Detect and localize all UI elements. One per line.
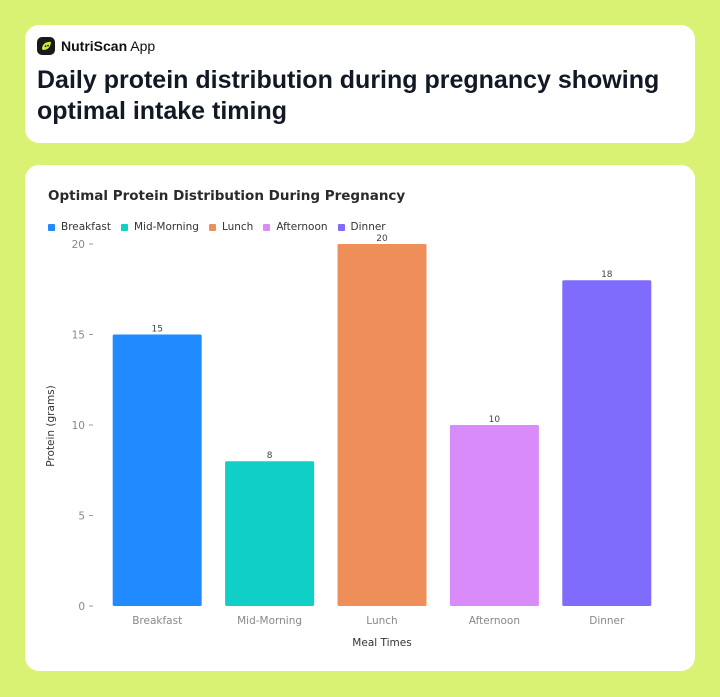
legend-item[interactable]: Mid-Morning (120, 221, 199, 233)
legend-swatch (208, 223, 216, 231)
legend-label: Mid-Morning (133, 221, 199, 233)
y-tick-label: 10 (72, 420, 85, 432)
x-tick-label: Lunch (366, 615, 397, 627)
legend-swatch (120, 223, 128, 231)
legend-swatch (263, 223, 271, 231)
page-title: Daily protein distribution during pregna… (37, 66, 660, 125)
data-label: 8 (267, 451, 273, 461)
brand-name-suffix: App (127, 38, 156, 54)
brand-name: NutriScan App (61, 38, 155, 54)
legend-item[interactable]: Afternoon (263, 221, 328, 233)
leaf-face-icon (37, 37, 55, 55)
legend-label: Lunch (221, 221, 254, 233)
header-card: NutriScan App Daily protein distribution… (25, 25, 695, 143)
y-tick-label: 5 (78, 511, 85, 523)
brand[interactable]: NutriScan App (37, 37, 155, 55)
legend-label: Breakfast (61, 221, 111, 233)
bar (562, 280, 652, 606)
data-label: 20 (376, 234, 388, 244)
bar (337, 244, 427, 606)
x-tick-label: Mid-Morning (237, 615, 302, 627)
x-tick-label: Dinner (589, 615, 625, 627)
bar (449, 425, 539, 606)
chart-title: Optimal Protein Distribution During Preg… (48, 188, 406, 204)
legend-swatch (337, 223, 345, 231)
legend-item[interactable]: Lunch (208, 221, 254, 233)
y-tick-label: 0 (78, 601, 85, 613)
y-axis-label: Protein (grams) (45, 385, 57, 466)
legend-item[interactable]: Breakfast (48, 221, 111, 233)
x-axis-label: Meal Times (352, 637, 411, 649)
x-tick-label: Afternoon (469, 615, 520, 627)
bar (112, 334, 202, 606)
data-label: 15 (151, 325, 162, 335)
bar (225, 461, 315, 606)
x-tick-label: Breakfast (132, 615, 182, 627)
y-tick-label: 20 (72, 239, 85, 251)
legend-label: Afternoon (276, 221, 328, 233)
legend-item[interactable]: Dinner (337, 221, 386, 233)
legend-swatch (48, 223, 55, 231)
chart-legend: Breakfast Mid-Morning Lunch Afternoon Dinner (48, 221, 386, 233)
legend-label: Dinner (350, 221, 386, 233)
y-tick-label: 15 (72, 330, 85, 342)
data-label: 18 (601, 270, 613, 280)
brand-name-bold: NutriScan (61, 38, 128, 54)
data-label: 10 (489, 415, 501, 425)
